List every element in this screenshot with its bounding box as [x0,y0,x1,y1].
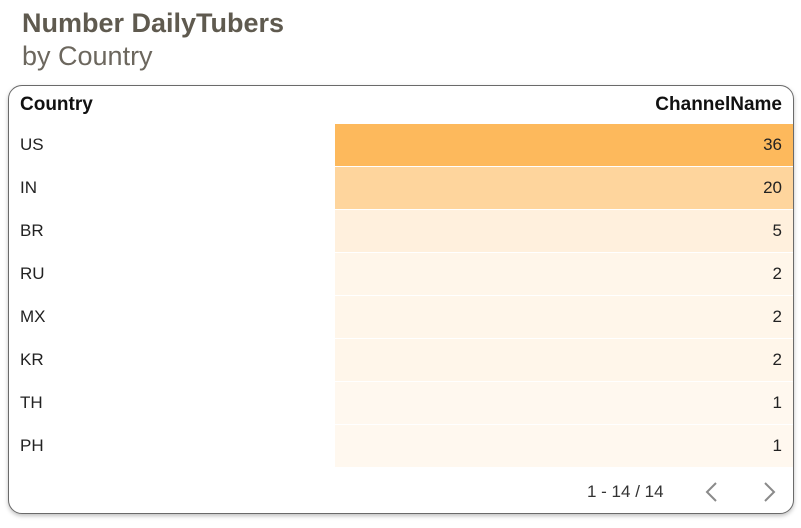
row-country: TH [20,393,43,412]
table-row[interactable]: RU 2 [9,253,793,296]
row-value: 2 [772,350,782,369]
value-cell: 2 [335,296,793,339]
table-row[interactable]: MX 2 [9,296,793,339]
row-country: IN [20,178,37,197]
table-row[interactable]: PH 1 [9,425,793,468]
value-cell: 36 [335,124,793,167]
chart-title: Number DailyTubers [22,8,285,38]
table-row[interactable]: IN 20 [9,167,793,210]
value-cell: 1 [335,425,793,468]
table-row[interactable]: TH 1 [9,382,793,425]
chevron-left-icon[interactable] [701,480,725,504]
chevron-right-icon-svg [764,482,776,502]
row-value: 36 [763,135,782,154]
pagination-range: 1 - 14 / 14 [587,482,664,501]
chevron-left-icon-svg [705,482,717,502]
value-cell: 2 [335,339,793,382]
column-header-country[interactable]: Country [20,94,93,115]
row-value: 5 [772,221,782,240]
chart-subtitle: by Country [22,41,153,71]
row-country: RU [20,264,45,283]
table-row[interactable]: KR 2 [9,339,793,382]
row-value: 2 [772,307,782,326]
value-cell: 1 [335,382,793,425]
row-value: 20 [763,178,782,197]
chevron-right-icon[interactable] [756,480,780,504]
row-country: PH [20,436,44,455]
value-cell: 5 [335,210,793,253]
table-card: Country ChannelName US 36 IN 20 BR 5 [8,85,794,514]
value-cell: 20 [335,167,793,210]
row-value: 1 [772,436,782,455]
row-country: KR [20,350,44,369]
value-cell: 2 [335,253,793,296]
table-header: Country ChannelName [9,86,793,124]
row-value: 1 [772,393,782,412]
table-row[interactable]: US 36 [9,124,793,167]
pagination-bar: 1 - 14 / 14 [9,472,793,512]
row-value: 2 [772,264,782,283]
table-body: US 36 IN 20 BR 5 RU 2 [9,124,793,468]
row-country: MX [20,307,46,326]
row-country: US [20,135,44,154]
row-country: BR [20,221,44,240]
column-header-channelname[interactable]: ChannelName [655,94,782,115]
table-row[interactable]: BR 5 [9,210,793,253]
